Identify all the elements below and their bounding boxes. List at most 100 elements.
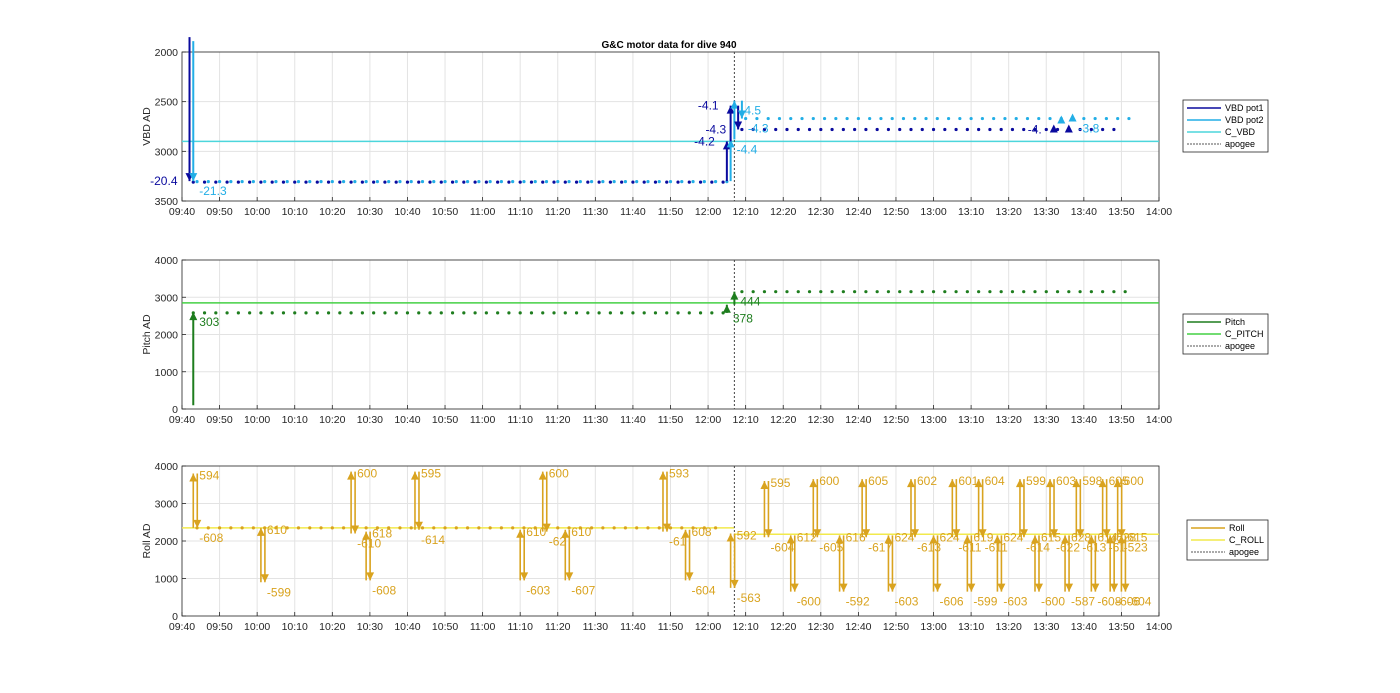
y-tick-label: 1000 (155, 367, 179, 379)
data-point-vbd-pot1 (898, 127, 902, 132)
x-tick-label: 11:00 (470, 414, 496, 426)
roll-pulse-up-head (516, 529, 525, 538)
data-point-roll (533, 526, 537, 530)
data-point-vbd-pot1 (943, 127, 947, 132)
data-point-roll (285, 526, 289, 530)
data-point-vbd-pot1 (762, 127, 767, 132)
data-point-pitch (462, 311, 466, 315)
roll-pulse-down-head (1076, 529, 1085, 538)
data-point-pitch (740, 290, 744, 294)
move-arrow-head (189, 312, 198, 321)
roll-pulse-down-head (952, 529, 961, 538)
data-point-pitch (608, 311, 612, 315)
data-point-roll (229, 526, 233, 530)
data-point-vbd-pot1 (676, 180, 680, 184)
x-tick-label: 11:50 (658, 414, 684, 426)
roll-pulse-down-label: -606 (1116, 595, 1140, 609)
data-point-vbd-pot2 (1093, 116, 1097, 121)
panel-vbd: 09:40 09:50 10:00 10:10 10:20 10:30 10:40 10:50… (141, 37, 1269, 218)
roll-pulse-down-head (1065, 583, 1074, 592)
x-tick-label: 11:20 (545, 414, 571, 426)
y-axis-label: Pitch AD (141, 314, 153, 355)
data-point-roll (217, 526, 222, 530)
data-point-pitch (236, 311, 240, 315)
x-tick-label: 10:30 (357, 414, 383, 426)
roll-pulse-up-label: 616 (846, 530, 866, 544)
data-point-vbd-pot1 (225, 180, 229, 184)
data-point-vbd-pot2 (800, 116, 804, 121)
x-tick-label: 12:40 (845, 621, 871, 633)
data-point-vbd-pot2 (1037, 116, 1041, 121)
data-point-vbd-pot2 (465, 180, 470, 184)
roll-pulse-up-label: 605 (868, 474, 888, 488)
roll-pulse-up-label: 600 (357, 467, 377, 481)
x-tick-label: 12:40 (845, 414, 871, 426)
roll-pulse-up-label: 600 (1124, 474, 1144, 488)
data-point-vbd-pot2 (251, 180, 255, 184)
roll-pulse-up-label: 600 (549, 467, 569, 481)
roll-pulse-up-head (1113, 479, 1122, 488)
roll-pulse-up-head (726, 533, 735, 542)
roll-pulse-up-head (347, 471, 356, 480)
data-point-vbd-pot1 (920, 127, 924, 132)
data-point-pitch (270, 311, 274, 315)
x-tick-label: 10:00 (244, 414, 270, 426)
move-arrow-head (734, 121, 743, 130)
move-label: -20.4 (150, 174, 178, 188)
data-point-pitch (977, 290, 981, 294)
x-tick-label: 10:50 (432, 621, 458, 633)
roll-pulse-up-head (256, 527, 265, 536)
data-point-vbd-pot1 (507, 180, 511, 184)
data-point-vbd-pot1 (687, 180, 691, 184)
data-point-vbd-pot1 (496, 180, 500, 184)
x-tick-label: 11:20 (545, 621, 571, 633)
roll-pulse-down-head (414, 521, 423, 530)
data-point-vbd-pot2 (364, 180, 368, 184)
data-point-vbd-pot2 (420, 180, 425, 184)
data-point-vbd-pot2 (992, 116, 996, 121)
x-tick-label: 12:50 (883, 621, 909, 633)
data-point-vbd-pot1 (1089, 127, 1093, 132)
data-point-vbd-pot2 (1116, 116, 1120, 121)
data-point-vbd-pot1 (751, 127, 755, 132)
data-point-roll (702, 526, 706, 530)
data-point-vbd-pot2 (1082, 116, 1086, 121)
y-tick-label: 4000 (155, 255, 179, 267)
move-marker (1057, 115, 1066, 124)
roll-pulse-down-head (520, 572, 529, 581)
data-point-vbd-pot2 (924, 116, 928, 121)
y-tick-label: 3500 (155, 196, 179, 208)
data-point-pitch (417, 311, 421, 315)
data-point-vbd-pot2 (375, 180, 379, 184)
move-arrow-head (189, 173, 198, 182)
data-point-pitch (999, 290, 1003, 294)
data-point-pitch (315, 311, 319, 315)
roll-pulse-down-head (997, 583, 1006, 592)
data-point-pitch (405, 311, 410, 315)
data-point-roll (589, 526, 594, 530)
data-point-vbd-pot1 (529, 180, 534, 184)
x-tick-label: 14:00 (1146, 414, 1172, 426)
data-point-pitch (886, 290, 891, 294)
data-point-pitch (698, 311, 703, 315)
x-tick-label: 12:10 (733, 621, 759, 633)
data-point-vbd-pot2 (353, 180, 357, 184)
data-point-vbd-pot1 (819, 127, 823, 132)
roll-pulse-down-head (1121, 583, 1130, 592)
x-tick-label: 12:10 (733, 414, 759, 426)
data-point-vbd-pot2 (240, 180, 244, 184)
data-point-pitch (484, 311, 488, 315)
x-tick-label: 13:10 (958, 414, 984, 426)
roll-pulse-down-label: -614 (1026, 540, 1050, 554)
y-tick-label: 2500 (155, 97, 179, 109)
roll-pulse-down-label: -617 (868, 540, 892, 554)
data-point-vbd-pot2 (702, 180, 706, 184)
roll-pulse-up-head (1015, 479, 1024, 488)
data-point-vbd-pot1 (653, 180, 658, 184)
roll-pulse-down-head (1091, 583, 1100, 592)
data-point-pitch (1055, 290, 1060, 294)
x-tick-label: 10:10 (282, 414, 308, 426)
x-tick-label: 10:20 (319, 206, 345, 218)
data-point-vbd-pot2 (556, 180, 560, 184)
